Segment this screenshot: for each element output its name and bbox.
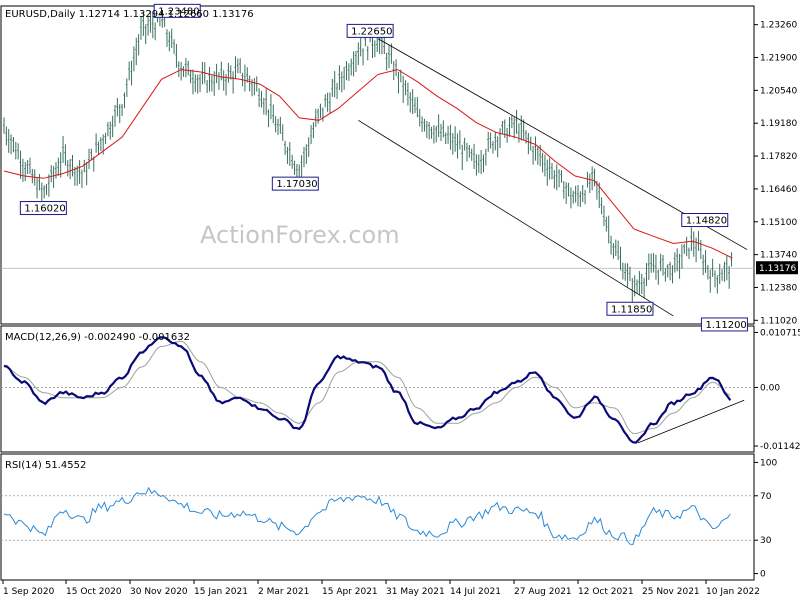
price-level-label-box — [271, 176, 319, 191]
macd-line — [3, 336, 732, 444]
macd-panel: 0.010715 0.00 -0.011424 — [1, 328, 800, 452]
x-axis: 1 Sep 2020 15 Oct 2020 30 Nov 2020 15 Jan 2… — [2, 580, 760, 597]
channel-lower-line — [358, 119, 674, 317]
x-tick-label: 31 May 2021 — [386, 587, 445, 597]
x-tick-label: 25 Nov 2021 — [642, 587, 700, 597]
x-tick-label: 30 Nov 2020 — [130, 587, 188, 597]
price-ytick-label: 1.20540 — [760, 86, 797, 96]
price-level-label: 1.11850 — [611, 304, 652, 315]
rsi-line — [3, 486, 731, 546]
price-level-label-box — [153, 3, 201, 18]
rsi-ytick-label: 100 — [760, 458, 777, 468]
macd-ytick-label: 0.010715 — [760, 328, 800, 338]
price-ytick-label: 1.15100 — [760, 218, 797, 228]
price-level-label-box — [346, 23, 394, 38]
price-panel: 1.23260 1.21900 1.20540 1.19180 1.17820 1.164… — [1, 3, 798, 332]
x-tick-label: 15 Apr 2021 — [322, 587, 378, 597]
price-level-label: 1.22650 — [351, 26, 392, 37]
macd-signal-line — [3, 340, 731, 435]
rsi-panel: 100 70 30 0 — [1, 458, 777, 580]
price-ytick-label: 1.16460 — [760, 185, 797, 195]
price-ytick-label: 1.21900 — [760, 54, 797, 64]
price-level-label: 1.14820 — [686, 216, 727, 227]
price-level-label-box — [606, 301, 654, 316]
rsi-ytick-label: 30 — [760, 536, 772, 546]
macd-panel-frame — [0, 325, 755, 453]
macd-trendline — [637, 399, 745, 444]
price-level-label: 1.17030 — [276, 179, 317, 190]
price-level-label-box — [700, 317, 748, 332]
x-tick-label: 12 Oct 2021 — [578, 587, 634, 597]
moving-average-line — [3, 69, 733, 259]
x-tick-label: 2 Mar 2021 — [258, 587, 309, 597]
price-ytick-label: 1.17820 — [760, 152, 797, 162]
rsi-ytick-label: 70 — [760, 492, 772, 502]
price-ytick-label: 1.11020 — [760, 316, 797, 326]
rsi-panel-frame — [0, 453, 755, 581]
price-ytick-label: 1.12380 — [760, 283, 797, 293]
price-panel-frame — [0, 5, 755, 325]
current-price-box — [756, 261, 798, 275]
rsi-title: RSI(14) 51.4552 — [5, 460, 86, 471]
price-ytick-label: 1.23260 — [760, 21, 797, 31]
x-tick-label: 1 Sep 2020 — [3, 587, 55, 597]
x-tick-label: 27 Aug 2021 — [514, 587, 572, 597]
price-level-label: 1.23480 — [158, 6, 199, 17]
x-tick-label: 15 Jan 2021 — [194, 587, 248, 597]
price-level-label: 1.16020 — [24, 204, 65, 215]
price-level-label-box — [681, 213, 729, 228]
watermark: ActionForex.com — [200, 221, 400, 249]
price-ytick-label: 1.19180 — [760, 119, 797, 129]
price-level-label-box — [19, 201, 67, 216]
price-title: EURUSD,Daily 1.12714 1.13294 1.12660 1.1… — [5, 9, 254, 20]
x-tick-label: 10 Jan 2022 — [706, 587, 760, 597]
macd-title: MACD(12,26,9) -0.002490 -0.001632 — [5, 332, 190, 343]
x-tick-label: 15 Oct 2020 — [66, 587, 122, 597]
rsi-ytick-label: 0 — [760, 570, 766, 580]
macd-ytick-label: 0.00 — [760, 383, 780, 393]
current-price-label: 1.13176 — [759, 264, 796, 274]
x-tick-label: 14 Jul 2021 — [450, 587, 501, 597]
price-level-label: 1.11200 — [705, 320, 746, 331]
price-ytick-label: 1.13740 — [760, 251, 797, 261]
macd-ytick-label: -0.011424 — [760, 442, 800, 452]
